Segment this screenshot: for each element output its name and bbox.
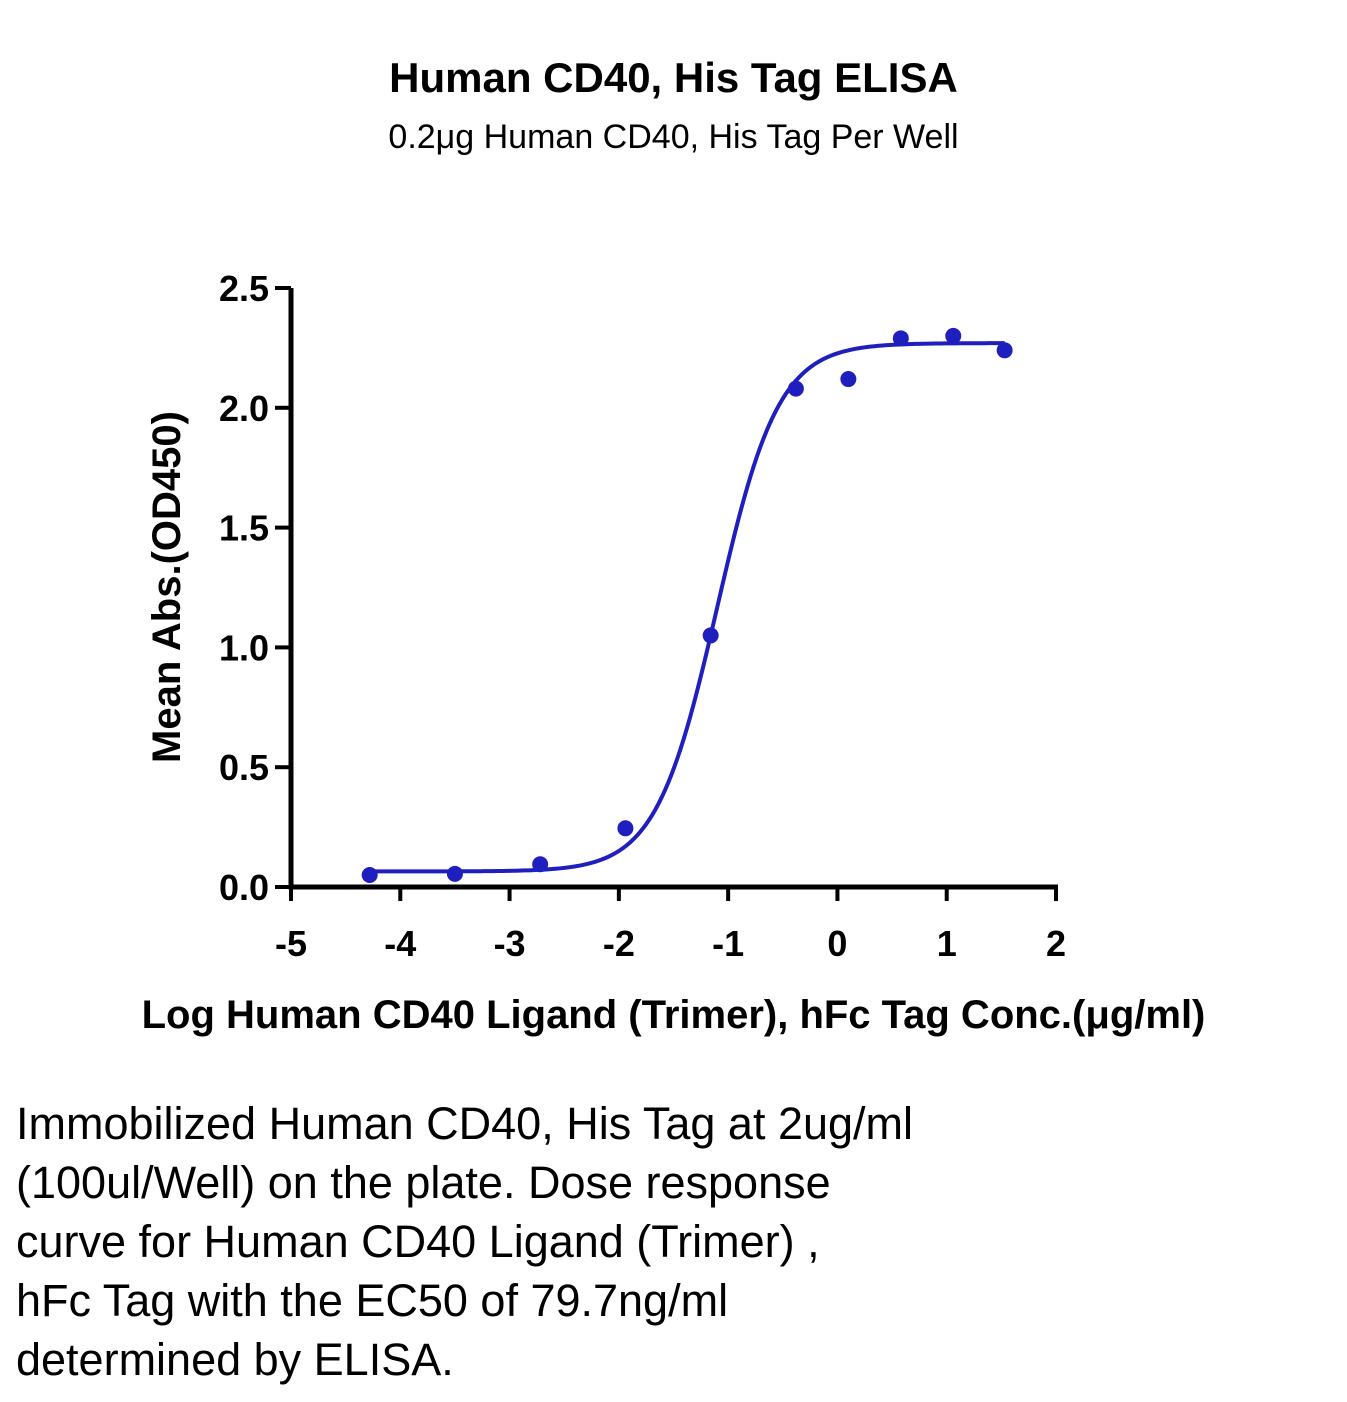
data-point <box>892 330 909 347</box>
x-tick-label: -1 <box>712 923 744 964</box>
data-point <box>446 865 463 882</box>
data-point <box>617 820 634 837</box>
y-tick-label: 1.5 <box>219 508 269 549</box>
y-axis-label: Mean Abs.(OD450) <box>145 411 189 763</box>
y-tick-label: 0.0 <box>219 867 269 908</box>
chart-subtitle: 0.2μg Human CD40, His Tag Per Well <box>388 118 959 156</box>
caption-line: (100ul/Well) on the plate. Dose response <box>16 1157 831 1208</box>
y-tick-label: 2.0 <box>219 388 269 429</box>
x-tick-label: -4 <box>384 923 416 964</box>
caption-line: Immobilized Human CD40, His Tag at 2ug/m… <box>16 1098 914 1149</box>
data-point <box>361 867 378 884</box>
fit-curve-group <box>369 341 1005 874</box>
data-point <box>945 327 962 344</box>
x-tick-label: 2 <box>1046 923 1066 964</box>
y-tick-label: 1.0 <box>219 627 269 668</box>
fit-curve <box>369 341 1005 874</box>
x-tick-label: -5 <box>275 923 307 964</box>
data-point <box>996 342 1013 359</box>
data-point <box>532 856 549 873</box>
x-tick-label: 1 <box>937 923 957 964</box>
caption-line: hFc Tag with the EC50 of 79.7ng/ml <box>16 1275 729 1326</box>
caption-line: determined by ELISA. <box>16 1334 454 1385</box>
caption: Immobilized Human CD40, His Tag at 2ug/m… <box>16 1094 1336 1389</box>
y-tick-label: 2.5 <box>219 268 269 309</box>
data-point <box>840 371 857 388</box>
chart-ticks: -5 -4 -3 -2 -1 0 1 2 0.0 0.5 1.0 1.5 2.0 2.5 <box>219 268 1066 964</box>
data-point <box>702 627 719 644</box>
x-tick-label: 0 <box>827 923 847 964</box>
data-point <box>787 380 804 397</box>
chart-axes <box>288 288 1058 890</box>
x-tick-label: -3 <box>494 923 526 964</box>
x-tick-label: -2 <box>603 923 635 964</box>
chart-title: Human CD40, His Tag ELISA <box>389 54 958 101</box>
x-axis-label: Log Human CD40 Ligand (Trimer), hFc Tag … <box>141 993 1206 1037</box>
caption-line: curve for Human CD40 Ligand (Trimer) , <box>16 1216 820 1267</box>
y-tick-label: 0.5 <box>219 747 269 788</box>
data-points <box>361 327 1013 884</box>
